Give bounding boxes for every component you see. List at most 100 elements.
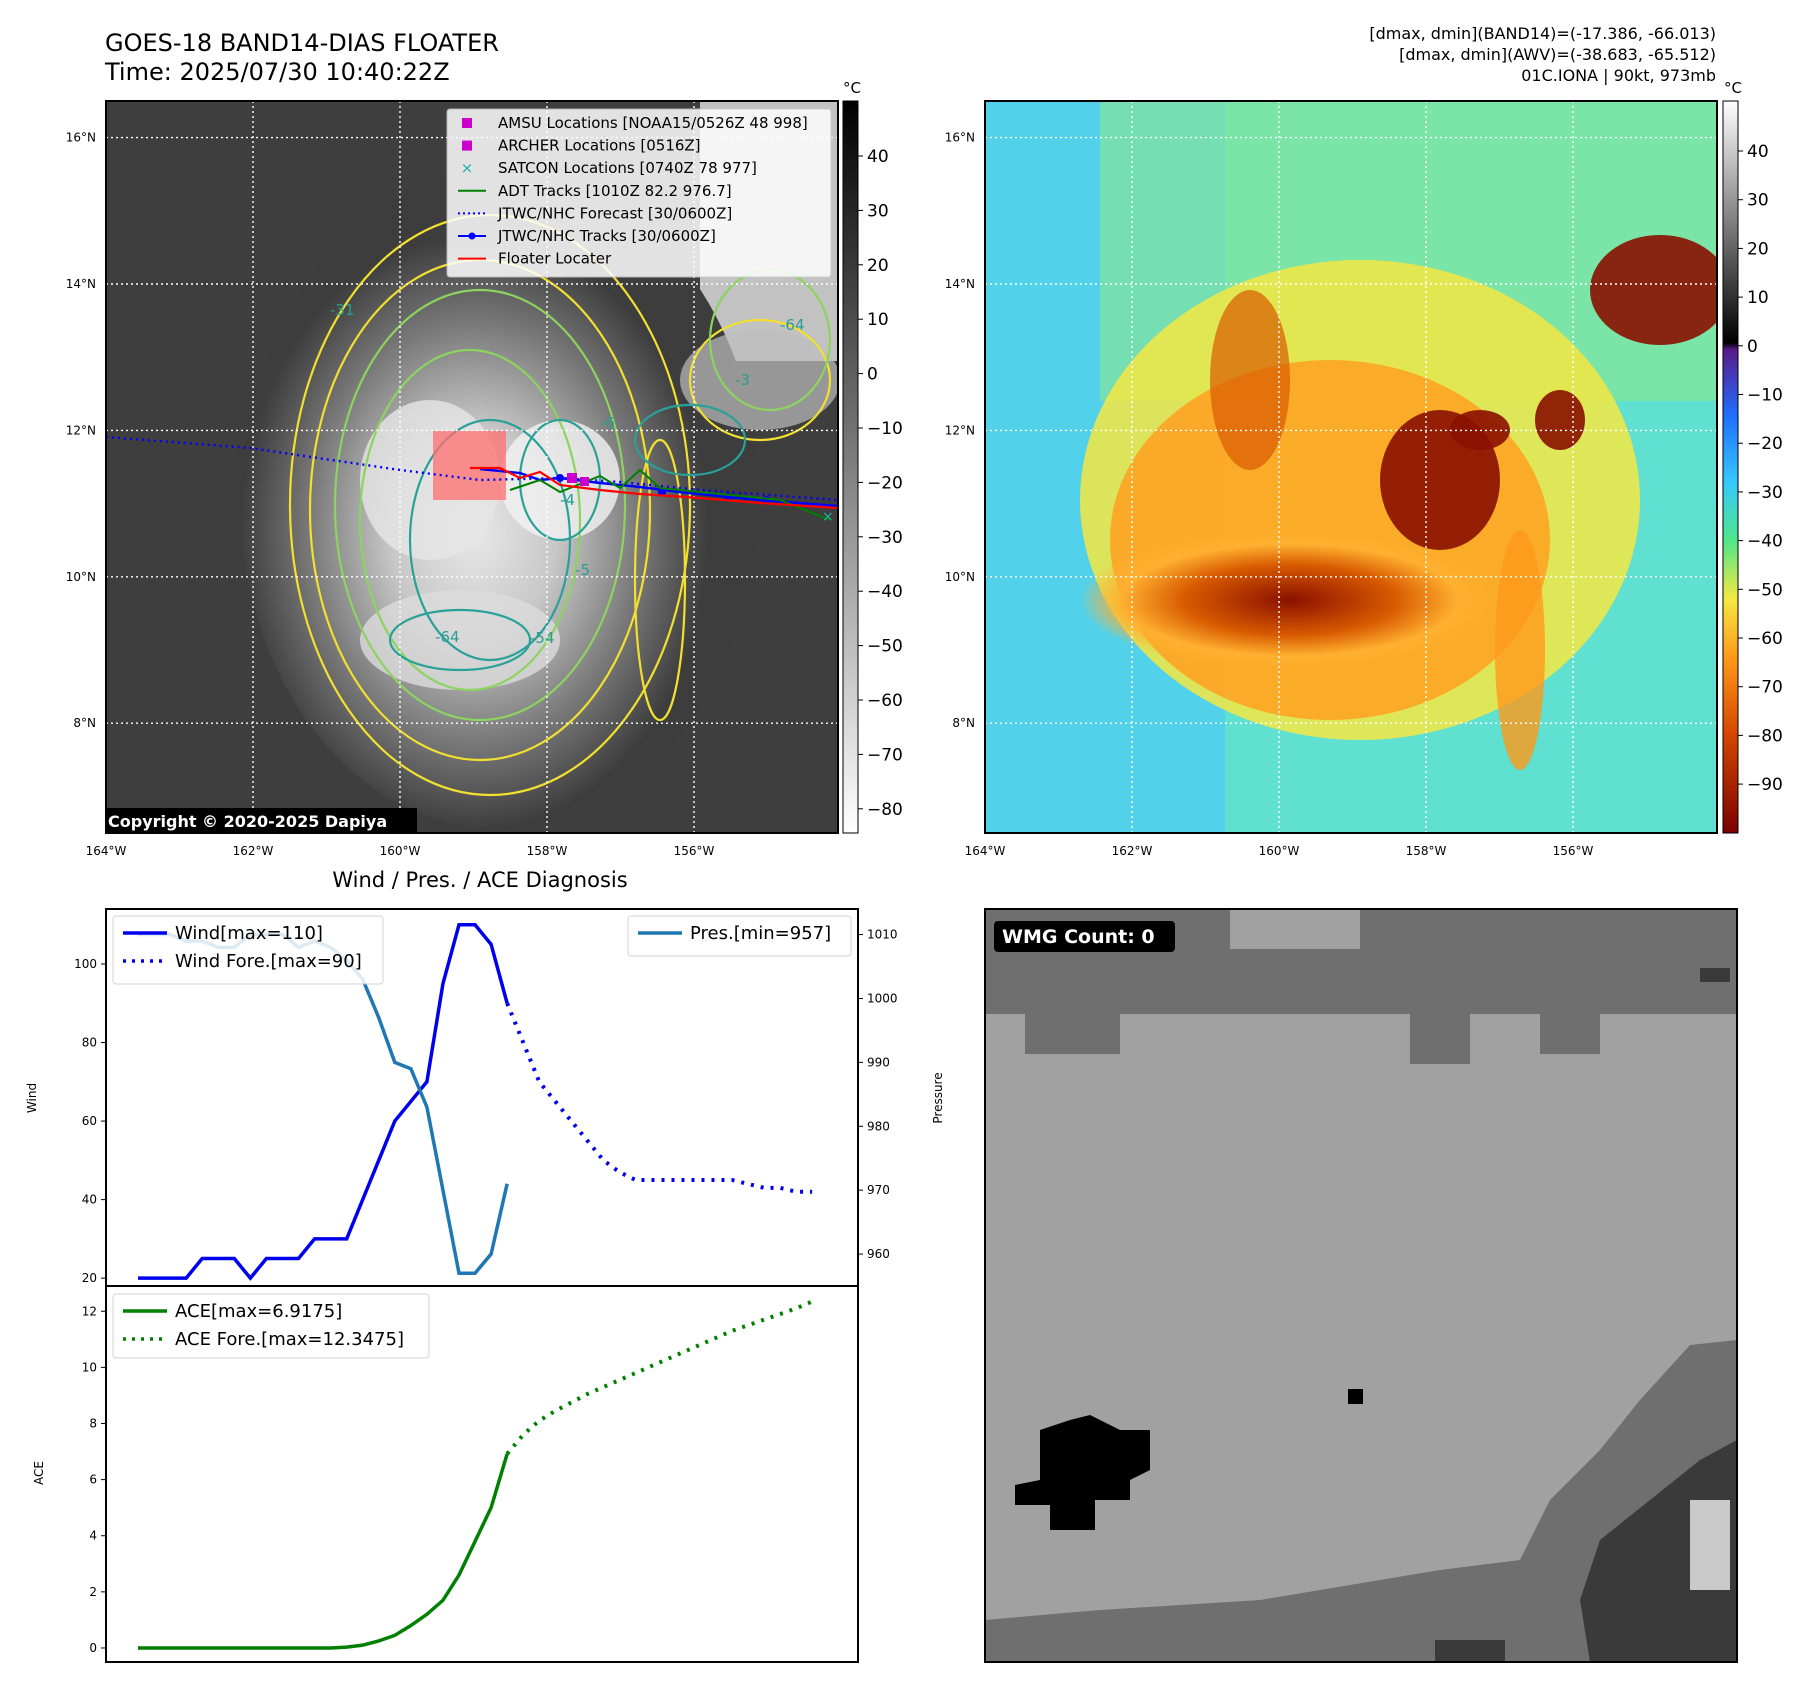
ir-map-frame — [105, 100, 839, 834]
contour-label: -64 — [435, 628, 460, 646]
colorbar-tick-label: −40 — [867, 582, 903, 602]
colorbar-tick-label: −10 — [867, 419, 903, 439]
colorbar-tick-label: −90 — [1747, 775, 1783, 795]
wmg-black-cell — [1348, 1389, 1363, 1404]
lon-tick-label: 162°W — [1112, 844, 1153, 858]
lon-tick-label: 158°W — [527, 844, 568, 858]
colorbar-tick-label: −60 — [867, 691, 903, 711]
floater-locater-track — [470, 466, 838, 510]
colorbar-tick-label: 0 — [1747, 337, 1758, 357]
lon-tick-label: 164°W — [965, 844, 1006, 858]
legend-marker — [462, 140, 472, 151]
ace-chart: 0 2 4 6 8 10 12 ACE[max=6.9175] ACE Fore.[max=1… — [32, 1285, 859, 1663]
ace-axes: 0 2 4 6 8 10 12 — [82, 1304, 106, 1655]
figure-time: Time: 2025/07/30 10:40:22Z — [104, 58, 450, 86]
ace-legend: ACE[max=6.9175] ACE Fore.[max=12.3475] — [112, 1293, 430, 1359]
legend-label: JTWC/NHC Forecast [30/0600Z] — [497, 204, 732, 222]
dias-south-band — [1080, 530, 1500, 670]
contour-label: -5 — [575, 561, 590, 579]
contour-teal-east — [518, 418, 602, 542]
stats-band14: [dmax, dmin](BAND14)=(-17.386, -66.013) — [1369, 24, 1716, 43]
dias-map-axes: 164°W 162°W 160°W 158°W 156°W 16°N 14°N 12°N 10°… — [945, 131, 1594, 858]
colorbar-tick-label: 0 — [867, 365, 878, 385]
wind-y-tick-label: 20 — [82, 1271, 97, 1285]
colorbar-tick-label: −70 — [1747, 678, 1783, 698]
legend-label: AMSU Locations [NOAA15/0526Z 48 998] — [498, 114, 808, 132]
dias-colorbar — [1722, 100, 1739, 834]
series-line — [138, 1453, 509, 1650]
dias-colorbar-unit: °C — [1724, 79, 1742, 97]
wind-pressure-chart: Wind / Pres. / ACE Diagnosis 20 40 60 80 100… — [25, 868, 945, 1287]
lon-tick-label: 160°W — [1259, 844, 1300, 858]
ace-series — [138, 1299, 813, 1650]
legend-label: Wind[max=110] — [175, 923, 323, 944]
colorbar-tick-label: 20 — [867, 256, 889, 276]
wmg-black-blob — [1015, 1415, 1150, 1530]
wmg-frame — [984, 908, 1738, 1663]
wmg-south-dark — [1435, 1640, 1505, 1662]
contour-label: -3 — [735, 371, 750, 389]
colorbar-tick-label: 10 — [1747, 288, 1769, 308]
wmg-badge-text: WMG Count: 0 — [1002, 926, 1155, 948]
series-line — [505, 1002, 813, 1194]
contour-teal-south — [388, 608, 532, 672]
contour-teal-core — [408, 418, 572, 662]
legend-box — [446, 108, 832, 278]
colorbar-tick-label: 30 — [867, 201, 889, 221]
ir-colorbar-ticks: 40 30 20 10 0 −10 −20 −30 −40 −50 −60 −70 −80 — [858, 147, 903, 820]
lat-tick-label: 12°N — [66, 423, 96, 437]
colorbar-tick-label: −70 — [867, 745, 903, 765]
ace-y-tick-label: 6 — [89, 1473, 97, 1487]
legend-label: Pres.[min=957] — [690, 923, 831, 944]
dias-map-grid — [985, 101, 1717, 833]
ir-colorbar — [842, 100, 859, 834]
contour-teal-ne — [633, 403, 747, 477]
stats-storm: 01C.IONA | 90kt, 973mb — [1521, 66, 1716, 85]
dias-map-panel: 164°W 162°W 160°W 158°W 156°W16°N14°N12°N10°… — [945, 79, 1783, 858]
wmg-light-patch — [1690, 1500, 1730, 1590]
contour-green-inner — [358, 348, 582, 692]
dias-north-band — [1210, 290, 1290, 470]
colorbar-tick-label: −80 — [1747, 726, 1783, 746]
legend-marker-dot — [468, 232, 476, 240]
wind-y-tick-label: 40 — [82, 1193, 97, 1207]
wind-axes: 20 40 60 80 100 960 970 980 990 1000 1010 — [74, 928, 897, 1286]
chart-title: Wind / Pres. / ACE Diagnosis — [332, 868, 627, 892]
ace-y-label: ACE — [32, 1461, 46, 1485]
lat-tick-label: 10°N — [66, 570, 96, 584]
wmg-north-block-3 — [1540, 1014, 1600, 1054]
legend-marker: × — [461, 159, 474, 177]
legend-label: Floater Locater — [498, 250, 612, 268]
lat-tick-label: 16°N — [66, 131, 96, 145]
ace-y-tick-label: 2 — [89, 1585, 97, 1599]
figure-title: GOES-18 BAND14-DIAS FLOATER — [105, 29, 499, 57]
pressure-y-tick-label: 1000 — [867, 991, 898, 1005]
legend-label: JTWC/NHC Tracks [30/0600Z] — [497, 227, 716, 245]
copyright-text: Copyright © 2020-2025 Dapiya — [108, 812, 387, 831]
pressure-y-tick-label: 990 — [867, 1055, 890, 1069]
stats-awv: [dmax, dmin](AWV)=(-38.683, -65.512) — [1399, 45, 1716, 64]
wmg-southeast-mid — [985, 1340, 1737, 1662]
colorbar-tick-label: −30 — [1747, 483, 1783, 503]
lat-tick-label: 16°N — [945, 131, 975, 145]
lat-tick-label: 8°N — [952, 716, 975, 730]
adt-track — [509, 468, 831, 521]
ir-map-axes: 164°W 162°W 160°W 158°W 156°W 16°N 14°N 12°N 10°… — [66, 131, 715, 858]
lat-tick-label: 8°N — [73, 716, 96, 730]
colorbar-tick-label: −50 — [867, 637, 903, 657]
legend-marker — [462, 118, 472, 128]
track-point — [556, 474, 564, 482]
colorbar-tick-label: −80 — [867, 800, 903, 820]
pressure-y-tick-label: 980 — [867, 1119, 890, 1133]
copyright-box — [106, 808, 417, 833]
ir-colorbar-unit: °C — [843, 79, 861, 97]
lon-tick-label: 162°W — [233, 844, 274, 858]
colorbar-tick-label: −40 — [1747, 532, 1783, 552]
lon-tick-label: 158°W — [1406, 844, 1447, 858]
wmg-north-block-2 — [1410, 1014, 1470, 1064]
contour-labels: -31 -64 -3 -6 -54 -64 -5 -4 — [330, 301, 805, 647]
ir-cloud-east-band — [680, 330, 838, 430]
colorbar-tick-label: 10 — [867, 310, 889, 330]
lon-tick-label: 156°W — [674, 844, 715, 858]
pressure-y-tick-label: 1010 — [867, 928, 898, 942]
